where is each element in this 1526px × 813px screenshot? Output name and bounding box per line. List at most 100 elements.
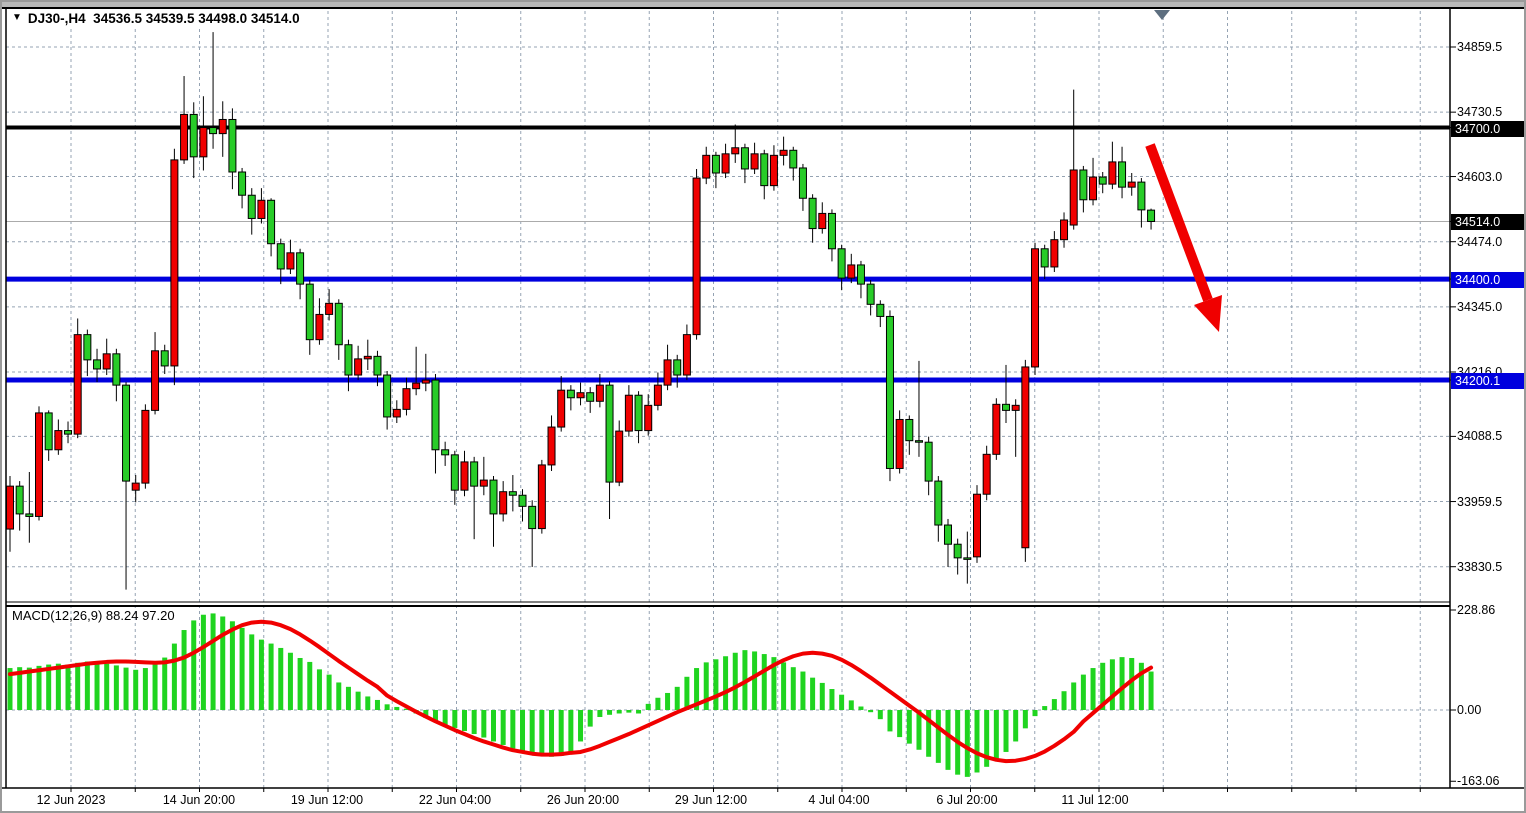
macd-bar — [452, 710, 458, 728]
macd-bar — [906, 710, 912, 744]
time-tick-label: 19 Jun 12:00 — [290, 793, 364, 807]
macd-bar — [790, 667, 796, 710]
candle-body — [808, 197, 817, 230]
candle-body — [789, 149, 798, 169]
macd-bar — [442, 710, 448, 725]
candle-body — [634, 394, 643, 432]
time-tick-label: 11 Jul 12:00 — [1061, 793, 1129, 807]
macd-bar — [549, 710, 555, 757]
candle-body — [721, 153, 730, 174]
candle-body — [682, 334, 691, 376]
candle-body — [1108, 161, 1117, 185]
macd-bar — [568, 710, 574, 752]
candle-body — [837, 248, 846, 279]
macd-bar — [1129, 657, 1135, 710]
candle-body — [595, 384, 604, 402]
macd-bar — [1071, 682, 1077, 710]
arrow-shaft[interactable] — [1145, 143, 1213, 302]
candle-body — [1069, 169, 1078, 226]
macd-bar — [771, 657, 777, 710]
candle-body — [547, 426, 556, 466]
candle-body — [692, 177, 701, 336]
candle-body — [479, 479, 488, 487]
candle-body — [54, 430, 63, 451]
macd-bar — [394, 706, 400, 710]
candle-body — [711, 154, 720, 174]
time-tick-label: 4 Jul 04:00 — [808, 793, 870, 807]
trend-arrow[interactable] — [1145, 143, 1222, 332]
macd-bar — [1042, 706, 1048, 710]
candle-body — [1098, 176, 1107, 185]
macd-bar — [626, 710, 632, 713]
candle-body — [412, 382, 421, 390]
macd-bar — [974, 710, 980, 773]
candle-body — [905, 418, 914, 442]
candle-body — [1050, 239, 1059, 268]
macd-bar — [384, 704, 390, 710]
candle-body — [247, 194, 256, 219]
macd-bar — [336, 682, 342, 710]
macd-bar — [65, 664, 71, 710]
candle-body — [73, 334, 82, 435]
macd-histogram — [7, 613, 1154, 777]
candle-body — [769, 154, 778, 187]
macd-bar — [297, 657, 303, 710]
macd-bar — [403, 708, 409, 710]
macd-bar — [1032, 710, 1038, 717]
candle-body — [296, 252, 305, 285]
level-lines[interactable] — [6, 125, 1450, 383]
scroll-marker-icon[interactable] — [1154, 10, 1170, 20]
candle-body — [934, 480, 943, 526]
macd-bar — [781, 662, 787, 710]
macd-bar — [655, 697, 661, 710]
candle-body — [731, 147, 740, 155]
macd-bar — [761, 654, 767, 710]
arrow-head-icon[interactable] — [1194, 295, 1222, 332]
candle-body — [315, 313, 324, 341]
candle-body — [402, 388, 411, 410]
macd-bar — [1080, 674, 1086, 710]
candle-body — [1002, 403, 1011, 411]
macd-bar — [152, 664, 158, 710]
price-tick-label: 34345.0 — [1457, 299, 1503, 314]
candle-body — [325, 302, 334, 315]
symbol-dropdown-icon[interactable]: ▼ — [12, 12, 22, 23]
macd-bar — [752, 651, 758, 710]
macd-bar — [578, 710, 584, 742]
candle-body — [93, 359, 102, 370]
candle-body — [218, 118, 227, 135]
macd-bar — [984, 710, 990, 767]
candle-body — [605, 384, 614, 483]
macd-bar — [36, 665, 42, 710]
macd-bar — [877, 710, 883, 720]
macd-bar — [268, 643, 274, 710]
candle-body — [557, 389, 566, 428]
macd-bar — [171, 643, 177, 710]
candle-body — [383, 374, 392, 418]
candle-body — [1127, 181, 1136, 188]
time-tick-label: 26 Jun 20:00 — [546, 793, 620, 807]
candle-body — [450, 454, 459, 491]
macd-bar — [713, 659, 719, 710]
macd-bar — [461, 710, 467, 731]
candle-body — [112, 353, 121, 386]
macd-bar — [481, 710, 487, 738]
time-tick-label: 29 Jun 12:00 — [674, 793, 748, 807]
macd-bar — [113, 665, 119, 710]
time-tick-label: 12 Jun 2023 — [36, 793, 106, 807]
candle-body — [1021, 366, 1030, 549]
macd-bar — [84, 661, 90, 710]
price-tick-label: 33959.5 — [1457, 494, 1503, 509]
time-tick-label: 6 Jul 20:00 — [936, 793, 998, 807]
macd-bar — [181, 630, 187, 710]
price-tick-label: 34088.5 — [1457, 429, 1503, 444]
price-badge: 34200.1 — [1451, 373, 1524, 390]
candle-body — [779, 149, 788, 156]
chart-title: ▼ DJ30-,H4 34536.5 34539.5 34498.0 34514… — [10, 11, 304, 26]
macd-bar — [848, 700, 854, 710]
macd-bar — [258, 639, 264, 710]
candle-body — [740, 147, 749, 170]
time-tick-label: 14 Jun 20:00 — [162, 793, 236, 807]
